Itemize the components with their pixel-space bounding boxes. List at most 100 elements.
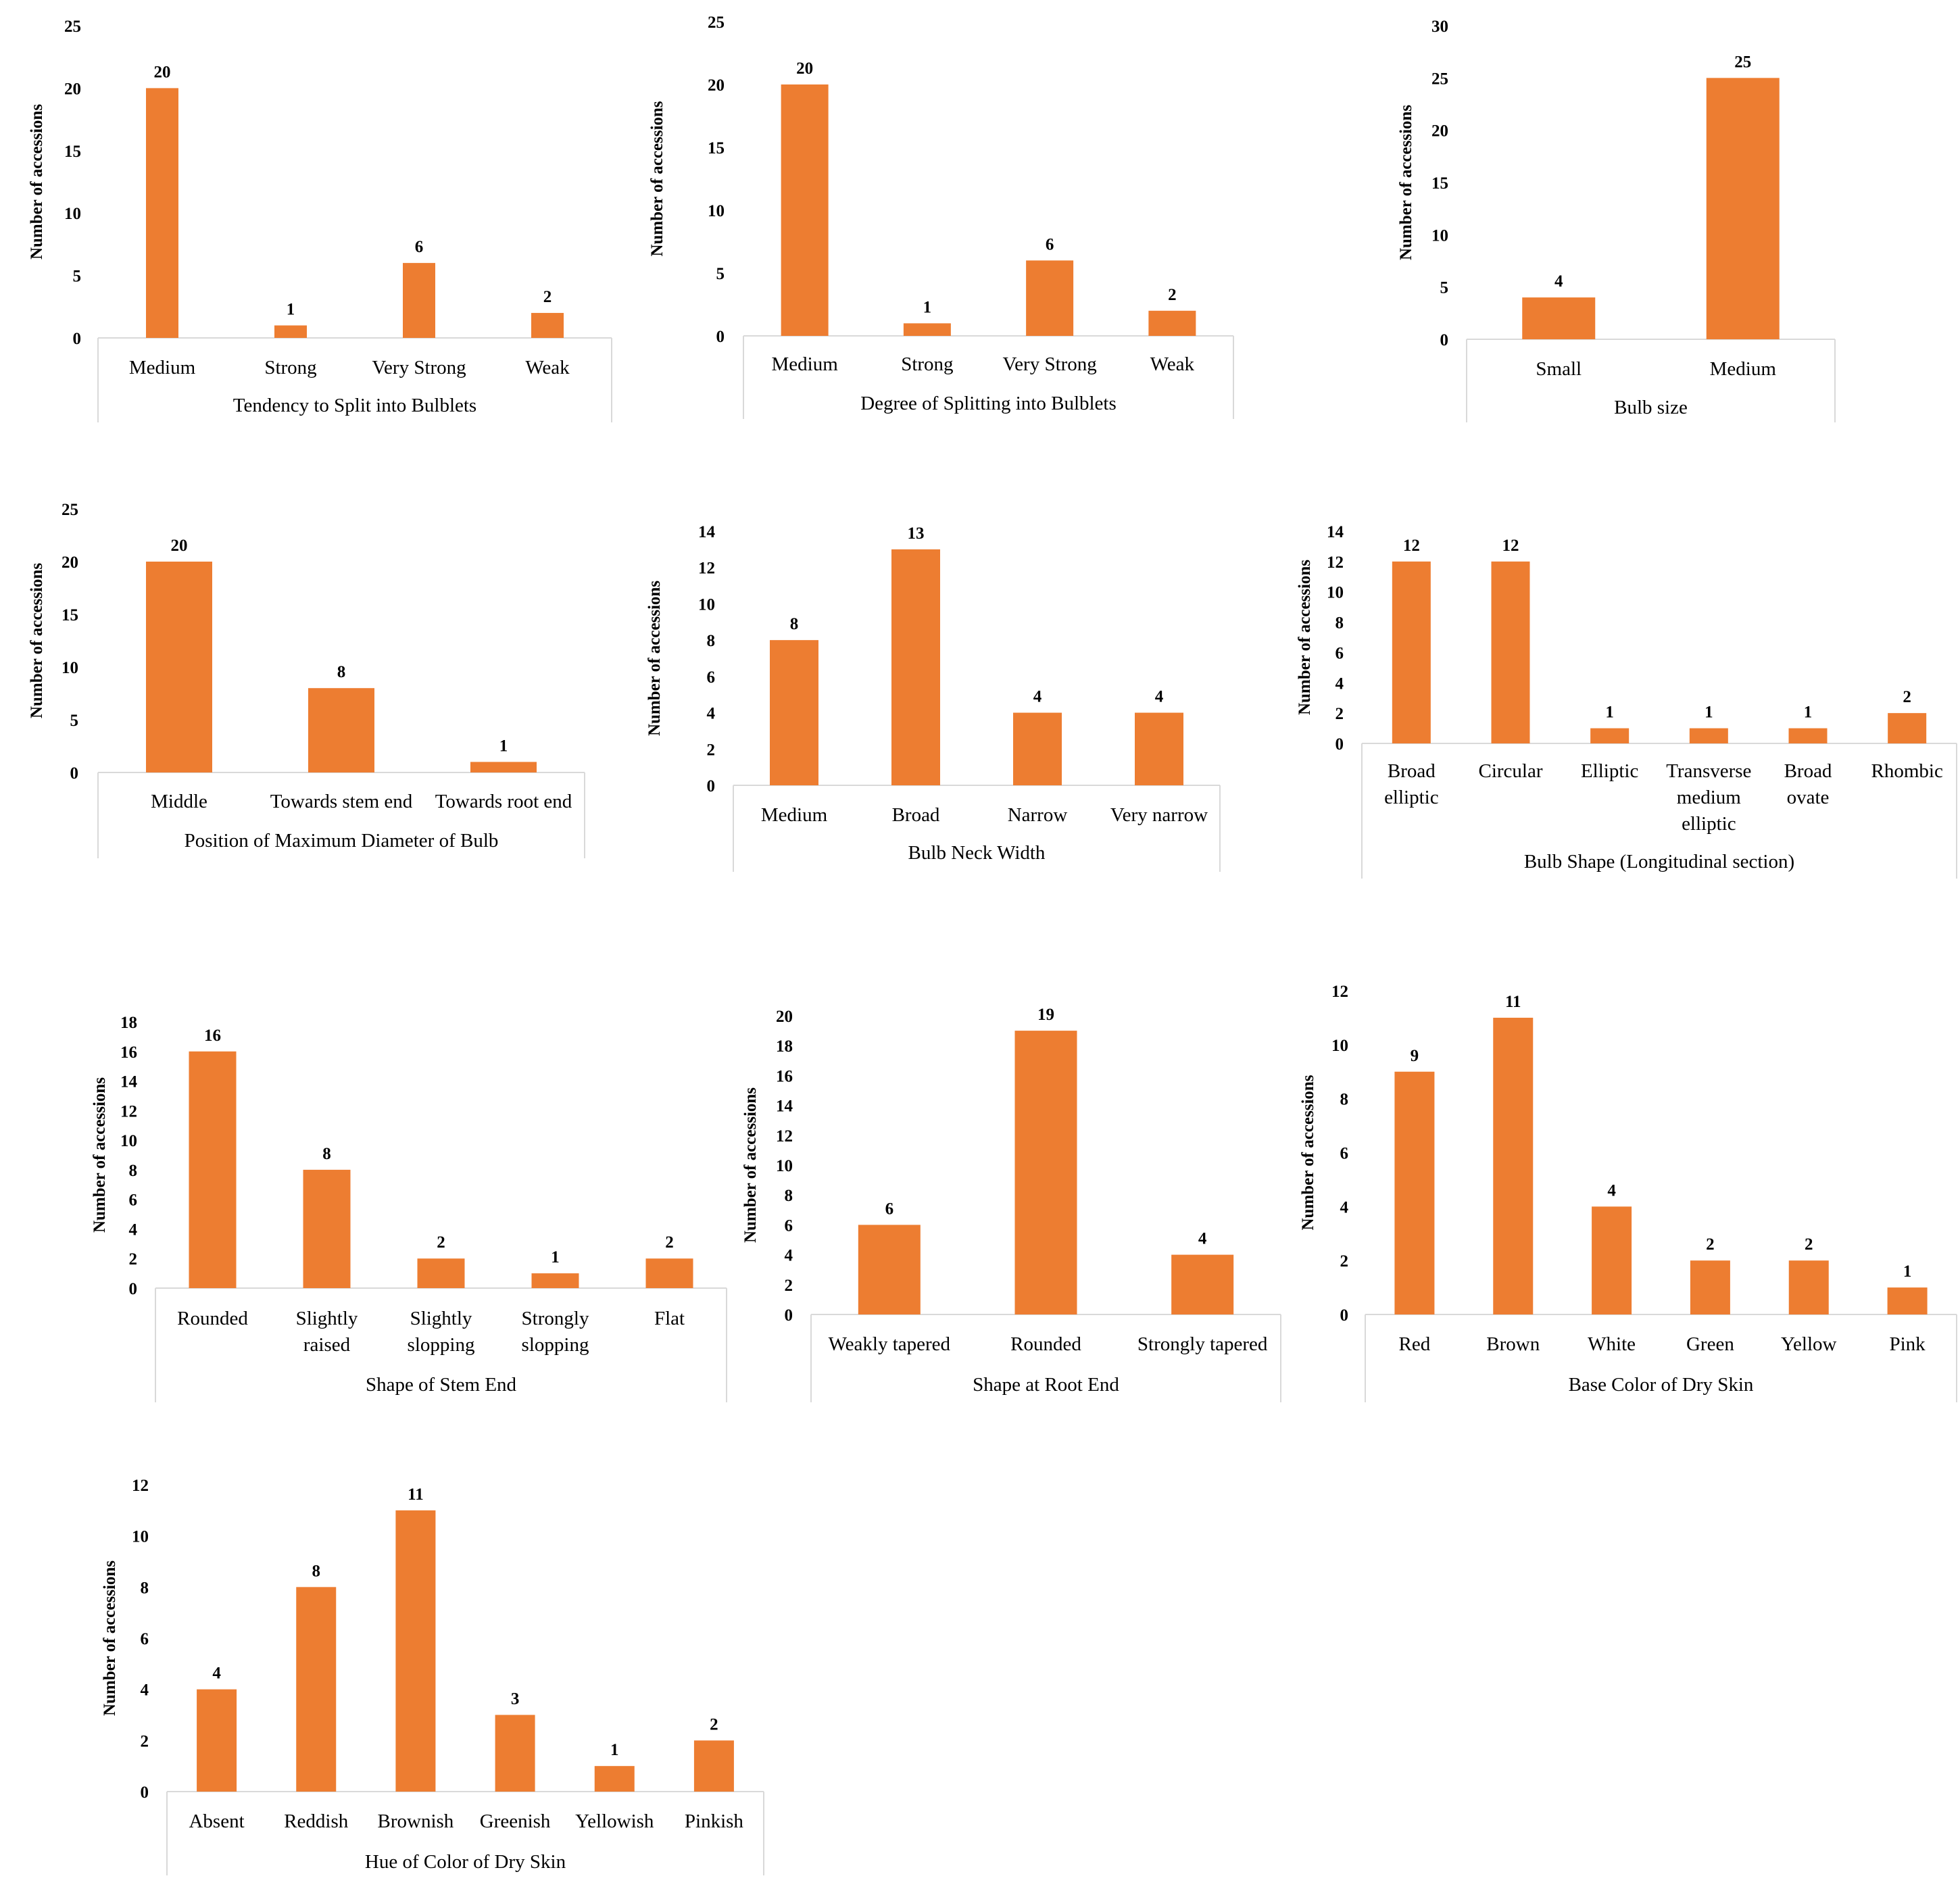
x-axis-title: Bulb Shape (Longitudinal section): [1524, 851, 1794, 872]
category-label: Green: [1686, 1333, 1734, 1355]
y-axis-title: Number of accessions: [91, 1077, 109, 1233]
bar: [1493, 1017, 1534, 1314]
chart-panel-9: 0 2 4 6 8 10 12 9 Red 11 Brown 4 White 2 Green 2 Yellow 1…: [1299, 983, 1957, 1402]
y-tick-label: 6: [785, 1216, 793, 1235]
category-label: Slightly raised: [296, 1308, 358, 1356]
category-label: Rounded: [1010, 1333, 1081, 1355]
y-tick-label: 20: [62, 553, 78, 572]
category-label: Very Strong: [1002, 353, 1096, 375]
category-label: Rhombic: [1871, 760, 1942, 782]
category-label: Very Strong: [372, 357, 466, 378]
y-tick-label: 10: [62, 659, 78, 677]
y-tick-label: 4: [1340, 1198, 1349, 1216]
bar: [1394, 1071, 1435, 1314]
y-tick-label: 4: [1336, 674, 1344, 693]
data-label: 1: [1705, 704, 1713, 722]
category-label: Strong: [901, 353, 953, 375]
y-tick-label: 14: [1327, 523, 1344, 541]
data-label: 1: [1804, 704, 1813, 722]
bar: [1148, 310, 1196, 336]
data-label: 4: [1607, 1181, 1616, 1200]
category-label: Slightly slopping: [408, 1308, 475, 1356]
y-axis-title: Number of accessions: [645, 581, 664, 736]
y-axis-title: Number of accessions: [1397, 105, 1415, 260]
category-label: Weak: [1150, 353, 1195, 375]
bar: [1888, 713, 1927, 743]
bar: [1590, 728, 1630, 743]
category-label: Red: [1399, 1333, 1431, 1355]
bar: [146, 88, 178, 338]
y-tick-label: 20: [64, 80, 81, 98]
category-label: Medium: [761, 804, 828, 826]
y-tick-label: 15: [64, 143, 81, 161]
bar: [1788, 1260, 1829, 1314]
x-axis-title: Bulb size: [1614, 397, 1688, 418]
y-tick-label: 0: [716, 328, 725, 346]
chart-panel-3: 0 5 10 15 20 25 30 4 Small 25 Medium Bulb size Numbe…: [1397, 18, 1836, 422]
y-tick-label: 12: [776, 1127, 793, 1146]
y-tick-label: 8: [1340, 1091, 1349, 1109]
bar: [1013, 712, 1062, 785]
x-axis-title: Degree of Splitting into Bulblets: [860, 393, 1117, 414]
y-tick-label: 10: [1327, 584, 1344, 602]
y-tick-label: 6: [1336, 644, 1344, 662]
data-label: 4: [1033, 688, 1042, 706]
data-label: 6: [885, 1200, 894, 1218]
bar: [531, 313, 564, 338]
y-tick-label: 2: [129, 1250, 138, 1269]
y-tick-label: 5: [70, 712, 79, 730]
bar: [1887, 1287, 1928, 1314]
category-label: Yellowish: [575, 1811, 654, 1832]
y-tick-label: 4: [129, 1221, 138, 1239]
bar: [1690, 1260, 1730, 1314]
y-axis-title: Number of accessions: [28, 563, 46, 718]
category-label: Medium: [129, 357, 196, 378]
y-tick-label: 6: [1340, 1145, 1349, 1163]
category-label: Transverse medium elliptic: [1666, 760, 1751, 835]
bar: [417, 1258, 465, 1288]
y-tick-label: 14: [120, 1073, 138, 1091]
y-tick-label: 4: [141, 1681, 149, 1700]
y-tick-label: 8: [141, 1579, 149, 1597]
y-tick-label: 18: [776, 1037, 793, 1056]
y-tick-label: 15: [1431, 174, 1448, 193]
y-tick-label: 10: [1431, 226, 1448, 245]
y-tick-label: 5: [1440, 279, 1449, 297]
data-label: 6: [1046, 235, 1054, 253]
data-label: 12: [1403, 537, 1420, 555]
y-tick-label: 4: [707, 705, 716, 723]
bar: [395, 1510, 436, 1792]
category-label: Elliptic: [1581, 760, 1638, 782]
y-axis-title: Number of accessions: [28, 104, 46, 260]
y-tick-label: 14: [698, 523, 716, 541]
category-label: Middle: [151, 791, 207, 812]
data-label: 4: [1198, 1230, 1207, 1248]
chart-panel-1: 0 5 10 15 20 25 20 Medium 1 Strong 6 Very Strong 2 We…: [28, 18, 612, 422]
data-label: 20: [796, 59, 813, 78]
x-axis-title: Tendency to Split into Bulblets: [233, 395, 476, 416]
y-tick-label: 2: [141, 1732, 149, 1750]
category-label: Pink: [1889, 1333, 1926, 1355]
chart-panel-2: 0 5 10 15 20 25 20 Medium 1 Strong 6 Very Strong 2 We…: [648, 14, 1234, 419]
category-label: Flat: [654, 1308, 685, 1329]
category-label: Absent: [189, 1811, 244, 1832]
bar: [1689, 728, 1728, 743]
category-label: Very narrow: [1110, 804, 1208, 826]
bar: [470, 762, 537, 772]
category-label: Towards root end: [435, 791, 572, 812]
y-tick-label: 8: [785, 1187, 793, 1205]
category-label: Small: [1536, 358, 1582, 380]
data-label: 25: [1734, 53, 1751, 71]
data-label: 2: [437, 1233, 445, 1252]
bar: [858, 1225, 921, 1314]
y-tick-label: 25: [1431, 70, 1448, 88]
chart-panel-4: 0 5 10 15 20 25 20 Middle 8 Towards stem end 1 Towa…: [28, 501, 585, 858]
bar: [1706, 78, 1780, 339]
data-label: 2: [665, 1233, 674, 1252]
y-tick-label: 20: [776, 1008, 793, 1026]
data-label: 2: [710, 1715, 718, 1733]
y-tick-label: 12: [1331, 983, 1348, 1001]
y-tick-label: 12: [698, 560, 715, 578]
